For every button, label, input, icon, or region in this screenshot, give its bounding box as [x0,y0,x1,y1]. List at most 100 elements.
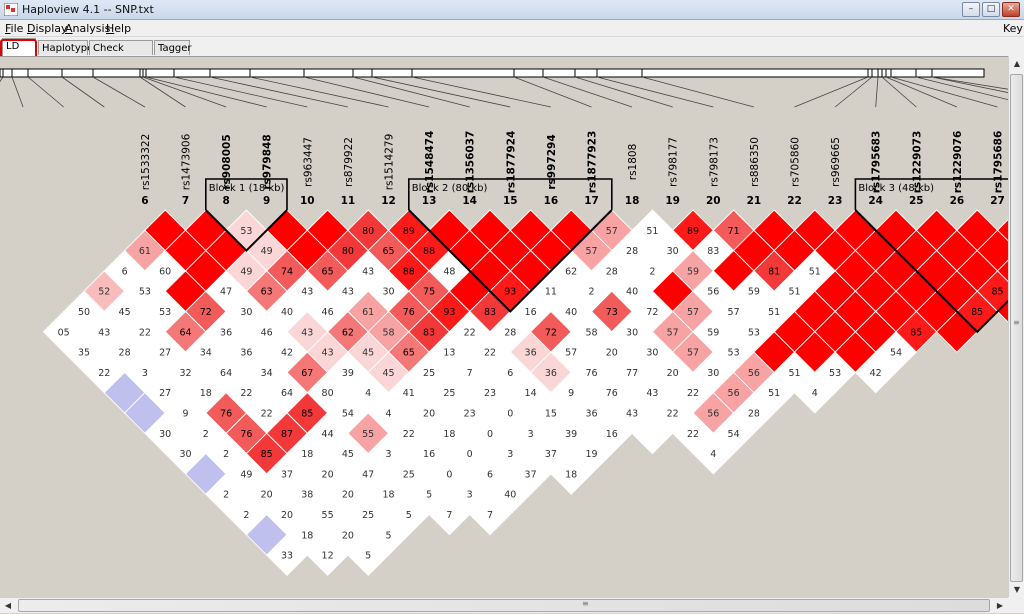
ld-plot-panel[interactable]: rs1533322 rs1473906 rs908005 rs979848 rs9634… [0,56,1024,599]
ld-value: 30 [179,449,191,460]
ld-value: 54 [342,409,354,420]
snp-connector [881,76,917,108]
horizontal-scroll-thumb[interactable] [18,599,990,612]
snp-label: rs1229073 [911,131,923,194]
ld-value: 22 [687,388,699,399]
ld-value: 76 [403,307,415,318]
ld-value: 34 [200,348,212,359]
ld-value: 51 [646,226,658,237]
ld-value: 43 [322,348,334,359]
horizontal-grip-icon: ≡ [582,599,589,608]
marker-number: 25 [909,195,924,207]
marker-number: 15 [503,195,518,207]
ld-value: 28 [748,409,760,420]
ld-value: 52 [98,287,110,298]
marker-number: 22 [787,195,802,207]
ld-value: 45 [119,307,131,318]
ld-value: 22 [139,327,151,338]
ld-value: 30 [646,348,658,359]
menu-file[interactable]: File [5,22,24,35]
snp-connector [596,76,714,108]
ld-cell[interactable] [469,493,511,536]
ld-value: 64 [281,388,293,399]
tab-haplotypes[interactable]: Haplotypes [38,40,98,55]
ld-cell[interactable] [854,351,897,394]
ld-value: 36 [240,348,252,359]
ld-value: 4 [710,449,716,460]
ld-cell[interactable] [692,432,735,475]
maximize-button[interactable]: □ [982,2,1000,17]
ld-cell[interactable] [347,534,390,577]
ld-value: 40 [626,287,638,298]
ld-value: 18 [443,429,455,440]
ld-value: 30 [159,429,171,440]
ld-value: 4 [385,409,391,420]
ld-value: 57 [585,246,597,257]
ld-cell[interactable] [793,371,836,414]
ld-value: 59 [707,327,719,338]
snp-label: rs969665 [830,137,842,187]
app-icon [4,3,18,16]
ld-value: 16 [423,449,435,460]
tab-ld-plot[interactable]: LD Plot [2,38,36,67]
ld-value: 41 [403,388,415,399]
ld-value: 47 [220,287,232,298]
ld-value: 57 [606,226,618,237]
scroll-down-button[interactable]: ▼ [1013,585,1021,594]
ld-value: 30 [707,368,719,379]
block-outline [854,209,1008,334]
snp-label: rs1229076 [952,131,964,194]
scroll-right-button[interactable]: ▶ [996,601,1004,610]
marker-number: 21 [747,195,762,207]
tab-check-markers[interactable]: Check Markers [89,40,153,69]
ld-value: 20 [606,348,618,359]
marker-number: 18 [625,195,640,207]
menu-display[interactable]: Display [27,22,68,35]
ld-value: 30 [667,246,679,257]
ld-value: 81 [768,266,780,277]
marker-number: 6 [141,195,148,207]
ld-value: 05 [58,327,70,338]
vertical-scrollbar[interactable]: ▲ ≡ ▼ [1008,56,1024,598]
ld-value: 75 [423,287,435,298]
ld-value: 18 [200,388,212,399]
scroll-up-button[interactable]: ▲ [1013,59,1021,68]
ld-cell[interactable] [996,210,1009,251]
tab-tagger[interactable]: Tagger [154,40,192,55]
menu-help[interactable]: Help [106,22,132,35]
ld-value: 2 [588,287,594,298]
ld-value: 19 [585,449,597,460]
ld-value: 14 [525,388,537,399]
minimize-button[interactable]: – [962,2,980,17]
ld-value: 46 [322,307,334,318]
scroll-left-button[interactable]: ◀ [4,601,12,610]
marker-number: 14 [462,195,477,207]
ld-cell[interactable] [266,534,308,577]
ld-value: 71 [728,226,740,237]
ld-value: 56 [748,368,760,379]
ld-value: 30 [626,327,638,338]
close-button[interactable]: ✕ [1002,2,1020,17]
ld-cell[interactable] [996,251,1009,292]
ld-cell[interactable] [306,534,349,577]
snp-connector [641,76,755,108]
block-outline [205,209,288,253]
ld-cell[interactable] [428,493,471,536]
ld-cell[interactable] [631,412,674,455]
ld-value: 3 [507,449,513,460]
menu-analysis[interactable]: Analysis [65,22,111,35]
block-bracket [205,178,288,210]
vertical-scroll-thumb[interactable] [1010,74,1023,582]
ld-value: 32 [179,368,191,379]
ld-value: 5 [426,490,432,501]
horizontal-scrollbar[interactable]: ◀ ≡ ▶ [0,597,1008,613]
key-label[interactable]: Key [1003,22,1023,35]
ld-value: 0 [467,449,473,460]
ld-value: 9 [568,388,574,399]
ld-value: 49 [261,246,273,257]
ld-value: 3 [467,490,473,501]
ld-value: 40 [281,307,293,318]
ld-cell[interactable] [550,452,593,495]
marker-number: 13 [422,195,437,207]
ld-value: 43 [301,327,313,338]
